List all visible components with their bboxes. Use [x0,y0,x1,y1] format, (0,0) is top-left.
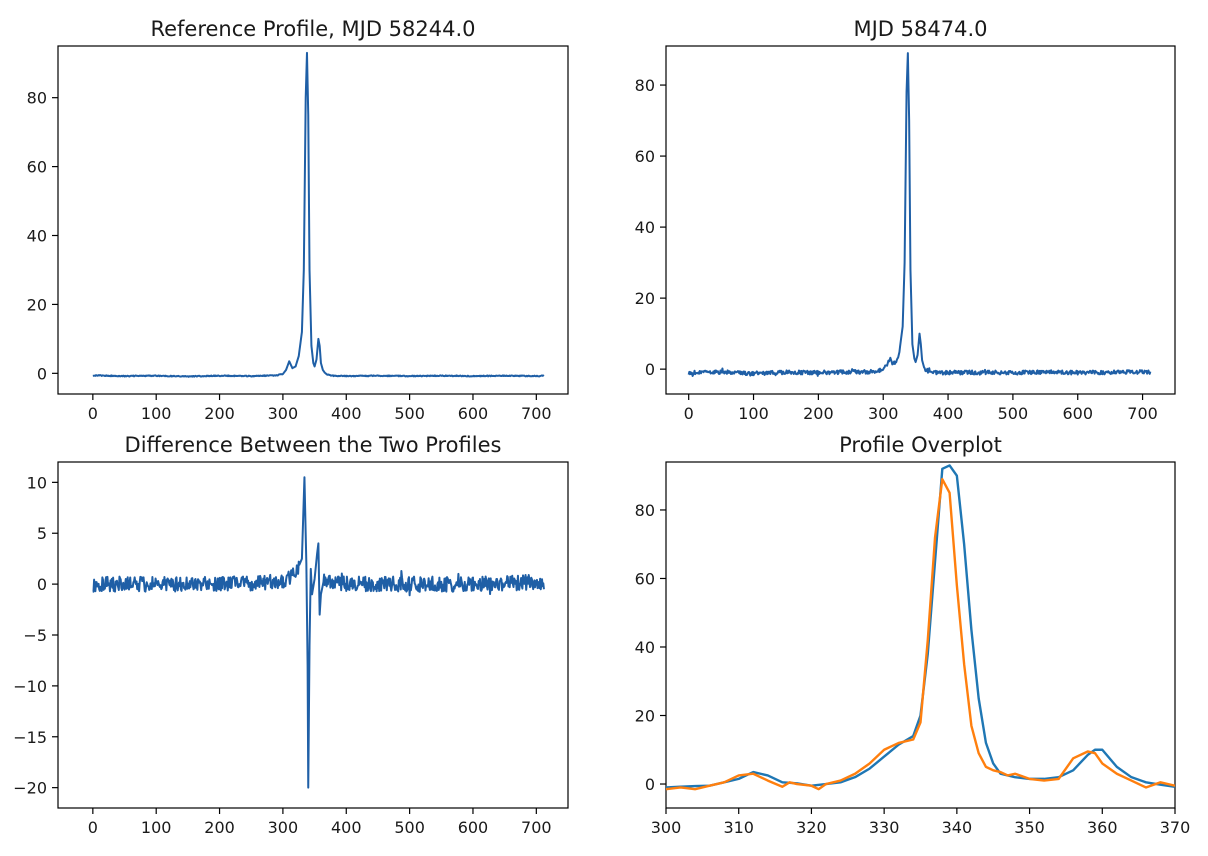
x-tick-label: 300 [268,818,299,837]
series-line [666,464,1175,789]
x-tick-label: 370 [1160,818,1191,837]
chart-title: MJD 58474.0 [854,17,988,41]
plot-frame [57,45,569,395]
x-tick-label: 300 [868,404,899,423]
x-tick-label: 700 [1127,404,1158,423]
x-tick-label: 0 [88,818,98,837]
y-tick-label: 0 [37,364,47,383]
y-tick-label: 0 [645,360,655,379]
y-tick-label: −20 [13,779,47,798]
y-tick-label: 40 [635,218,655,237]
x-tick-label: 310 [723,818,754,837]
x-tick-label: 700 [521,818,552,837]
y-tick-label: 60 [635,569,655,588]
x-tick-label: 400 [933,404,964,423]
x-tick-label: 350 [1014,818,1045,837]
y-tick-label: 80 [635,76,655,95]
x-tick-label: 300 [268,404,299,423]
series-line [92,476,545,789]
x-tick-label: 600 [458,818,489,837]
y-tick-label: 80 [635,501,655,520]
y-tick-label: 60 [27,158,47,177]
x-tick-label: 400 [331,818,362,837]
x-tick-label: 500 [394,404,425,423]
y-tick-label: 0 [37,575,47,594]
chart-title: Profile Overplot [839,433,1002,457]
x-tick-label: 100 [738,404,769,423]
x-tick-label: 600 [458,404,489,423]
x-tick-label: 340 [942,818,973,837]
plot-frame [57,461,569,809]
x-tick-label: 600 [1062,404,1093,423]
y-tick-label: −10 [13,677,47,696]
x-tick-label: 360 [1087,818,1118,837]
series-line [687,52,1152,377]
y-tick-label: 20 [635,707,655,726]
y-tick-label: 80 [27,89,47,108]
x-tick-label: 500 [998,404,1029,423]
y-tick-label: 40 [635,638,655,657]
y-tick-label: 5 [37,524,47,543]
x-tick-label: 200 [204,404,235,423]
y-tick-label: 20 [27,295,47,314]
x-tick-label: 320 [796,818,827,837]
y-tick-label: 0 [645,775,655,794]
plot-frame [665,461,1176,809]
subplot-mjd-58474: MJD 58474.0 0 100 200 300 400 500 600 700 0 20 40 60… [635,17,1176,423]
series-line [92,51,545,378]
y-tick-label: 40 [27,227,47,246]
x-tick-label: 300 [651,818,682,837]
x-tick-label: 330 [869,818,900,837]
x-tick-label: 0 [684,404,694,423]
y-tick-label: 10 [27,473,47,492]
x-tick-label: 700 [521,404,552,423]
x-tick-label: 100 [141,404,172,423]
x-tick-label: 400 [331,404,362,423]
y-tick-label: −15 [13,728,47,747]
y-tick-label: 20 [635,289,655,308]
subplot-profile-overplot: Profile Overplot 300 310 320 330 340 350 360 370… [635,433,1191,837]
x-tick-label: 200 [803,404,834,423]
y-tick-label: 60 [635,147,655,166]
chart-title: Reference Profile, MJD 58244.0 [150,17,475,41]
x-tick-label: 0 [88,404,98,423]
x-tick-label: 500 [394,818,425,837]
y-tick-label: −5 [23,626,47,645]
chart-title: Difference Between the Two Profiles [125,433,502,457]
series-line [666,477,1175,791]
subplot-reference-profile: Reference Profile, MJD 58244.00 100 200 300… [27,17,569,423]
x-tick-label: 100 [141,818,172,837]
x-tick-label: 200 [204,818,235,837]
